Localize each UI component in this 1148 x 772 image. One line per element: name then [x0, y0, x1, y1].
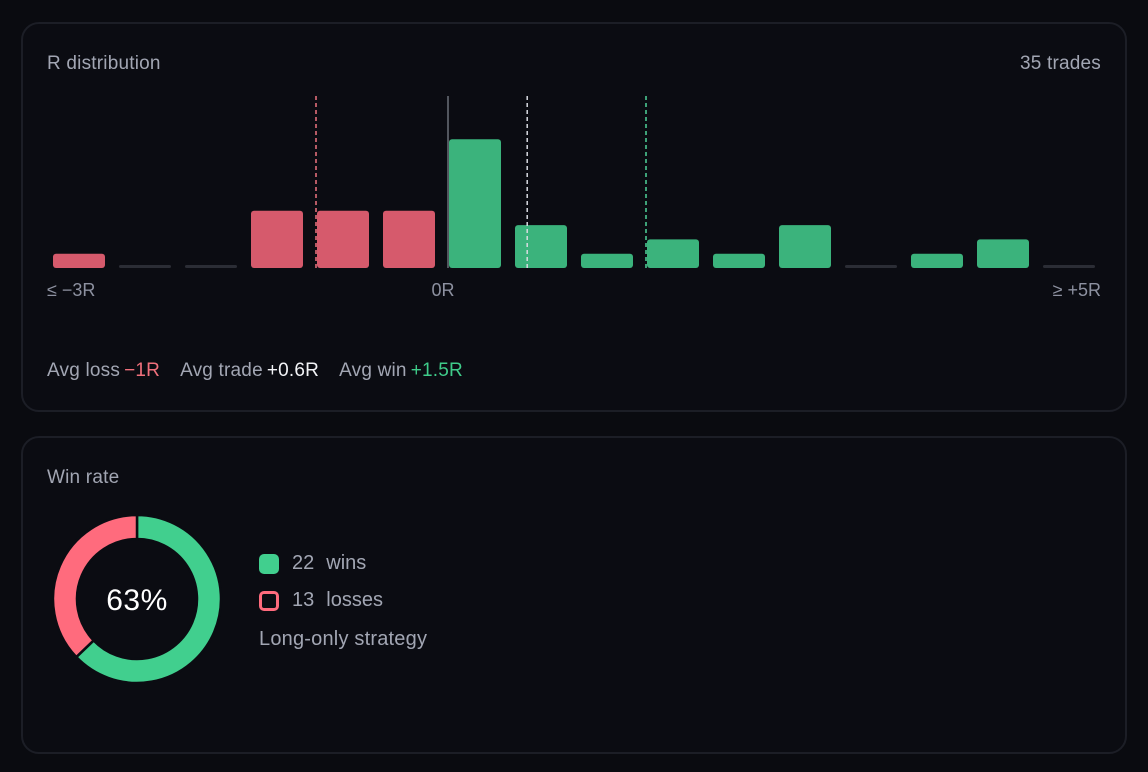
avg-loss-label: Avg loss	[47, 360, 121, 381]
histogram-bar	[449, 139, 501, 268]
win-rate-card: Win rate 63% 22 wins 13 losses Long-only…	[21, 436, 1127, 754]
histogram-bar	[53, 253, 105, 268]
win-rate-title: Win rate	[47, 467, 120, 488]
r-distribution-title: R distribution	[47, 53, 161, 74]
histogram-bar	[779, 225, 831, 268]
avg-win-value: +1.5R	[410, 360, 463, 381]
r-stats-row: Avg loss −1R Avg trade +0.6R Avg win +1.5R	[47, 360, 467, 382]
histogram-bar	[845, 265, 897, 268]
win-rate-legend: 22 wins 13 losses	[259, 545, 383, 619]
r-distribution-chart: ≤ −3R 0R ≥ +5R	[47, 96, 1101, 300]
avg-loss-value: −1R	[124, 360, 161, 381]
histogram-bar	[581, 253, 633, 268]
avg-win-label: Avg win	[339, 360, 407, 381]
legend-item-wins: 22 wins	[259, 545, 383, 582]
wins-count: 22	[292, 552, 315, 574]
histogram-bar	[977, 239, 1029, 268]
histogram-bar	[185, 265, 237, 268]
histogram-bar	[713, 253, 765, 268]
wins-label: wins	[326, 552, 367, 574]
histogram-bar	[119, 265, 171, 268]
trade-count: 35 trades	[1019, 53, 1101, 74]
legend-item-losses: 13 losses	[259, 582, 383, 619]
losses-label: losses	[326, 589, 383, 611]
histogram-bar	[911, 253, 963, 268]
win-rate-donut: 63%	[51, 513, 223, 685]
histogram-bar	[383, 210, 435, 268]
histogram-bar	[251, 210, 303, 268]
win-rate-percent: 63%	[106, 584, 168, 617]
histogram-bar	[317, 210, 369, 268]
histogram-bar	[1043, 265, 1095, 268]
donut-slice-wins	[74, 513, 223, 685]
wins-swatch-icon	[259, 553, 279, 574]
losses-count: 13	[292, 589, 315, 611]
losses-swatch-icon	[259, 590, 279, 611]
histogram-bar	[647, 239, 699, 268]
avg-trade-label: Avg trade	[180, 360, 263, 381]
avg-trade-value: +0.6R	[266, 360, 320, 381]
x-tick-label-zero: 0R	[431, 280, 454, 300]
r-distribution-card: ≤ −3R 0R ≥ +5R R distribution 35 trades …	[21, 22, 1127, 412]
x-tick-label-max: ≥ +5R	[1053, 280, 1101, 300]
strategy-label: Long-only strategy	[259, 628, 428, 650]
x-tick-label-min: ≤ −3R	[47, 280, 95, 300]
donut-slice-losses	[51, 513, 139, 659]
histogram-bar	[515, 225, 567, 268]
